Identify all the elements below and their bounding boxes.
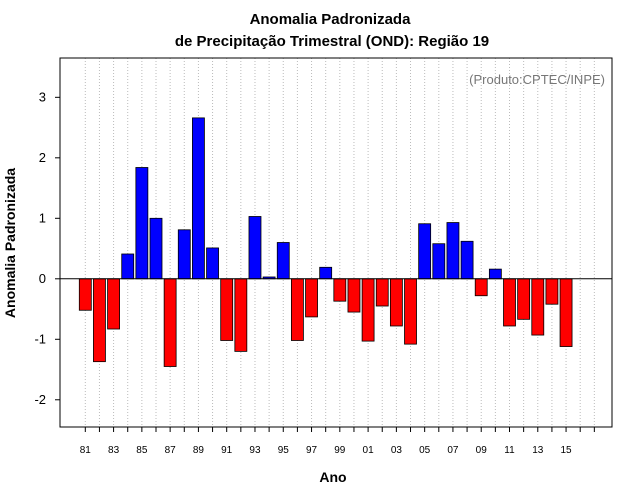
bar-00 (347, 278, 361, 313)
xtick-label-89: 89 (193, 445, 205, 456)
xtick-label-11: 11 (504, 445, 515, 456)
xtick-label-03: 03 (391, 445, 403, 456)
bar-96 (290, 278, 304, 341)
bar-12 (517, 278, 531, 320)
bar-03 (389, 278, 403, 327)
bar-91 (220, 278, 234, 341)
xtick-label-91: 91 (221, 445, 233, 456)
xtick-label-85: 85 (136, 445, 148, 456)
bar-08 (460, 240, 474, 280)
ytick-label-2: 2 (39, 150, 46, 165)
bar-86 (149, 217, 163, 280)
bar-97 (305, 278, 318, 318)
bar-15 (559, 278, 573, 347)
bar-88 (177, 229, 191, 280)
xtick-label-07: 07 (447, 445, 459, 456)
bar-90 (206, 247, 219, 280)
xtick-label-83: 83 (108, 445, 120, 456)
bar-85 (135, 167, 149, 280)
ytick-label-0: 0 (39, 271, 46, 286)
bar-93 (248, 216, 262, 280)
xtick-label-95: 95 (278, 445, 290, 456)
bar-89 (192, 117, 205, 280)
bar-04 (404, 278, 417, 345)
xtick-label-87: 87 (165, 445, 177, 456)
bars (78, 117, 573, 367)
bar-07 (446, 222, 460, 280)
bar-81 (78, 278, 92, 311)
ytick-label--1: -1 (34, 331, 46, 346)
bar-06 (432, 243, 446, 280)
bar-14 (545, 278, 559, 305)
x-axis-title: Ano (319, 469, 346, 485)
bar-87 (163, 278, 177, 367)
chart-title-line-1: Anomalia Padronizada (250, 11, 412, 28)
bar-11 (503, 278, 516, 327)
ytick-label--2: -2 (34, 392, 46, 407)
x-axis: 81 83 85 87 89 91 93 95 97 99 01 03 05 07 09 11 13 15 (80, 427, 595, 456)
xtick-label-97: 97 (306, 445, 318, 456)
y-axis: -2 -1 0 1 2 3 (34, 89, 60, 407)
bar-82 (93, 278, 106, 363)
bar-95 (276, 242, 290, 280)
bar-13 (531, 278, 545, 336)
xtick-label-09: 09 (476, 445, 488, 456)
xtick-label-01: 01 (363, 445, 375, 456)
bar-01 (361, 278, 375, 342)
bar-98 (319, 266, 333, 280)
bar-84 (121, 253, 135, 280)
chart-title-line-2: de Precipitação Trimestral (OND): Região… (175, 33, 489, 50)
ytick-label-1: 1 (39, 210, 46, 225)
bar-05 (418, 223, 432, 280)
source-annotation: (Produto:CPTEC/INPE) (469, 72, 605, 87)
xtick-label-05: 05 (419, 445, 431, 456)
xtick-label-15: 15 (560, 445, 572, 456)
bar-83 (107, 278, 120, 330)
ytick-label-3: 3 (39, 89, 46, 104)
xtick-label-13: 13 (532, 445, 544, 456)
xtick-label-93: 93 (249, 445, 261, 456)
bar-99 (333, 278, 347, 302)
y-axis-title: Anomalia Padronizada (2, 168, 18, 318)
xtick-label-81: 81 (80, 445, 92, 456)
bar-92 (234, 278, 248, 352)
xtick-label-99: 99 (334, 445, 346, 456)
bar-09 (474, 278, 488, 297)
bar-02 (375, 278, 389, 307)
plot-frame (59, 57, 613, 428)
bar-10 (488, 268, 502, 280)
